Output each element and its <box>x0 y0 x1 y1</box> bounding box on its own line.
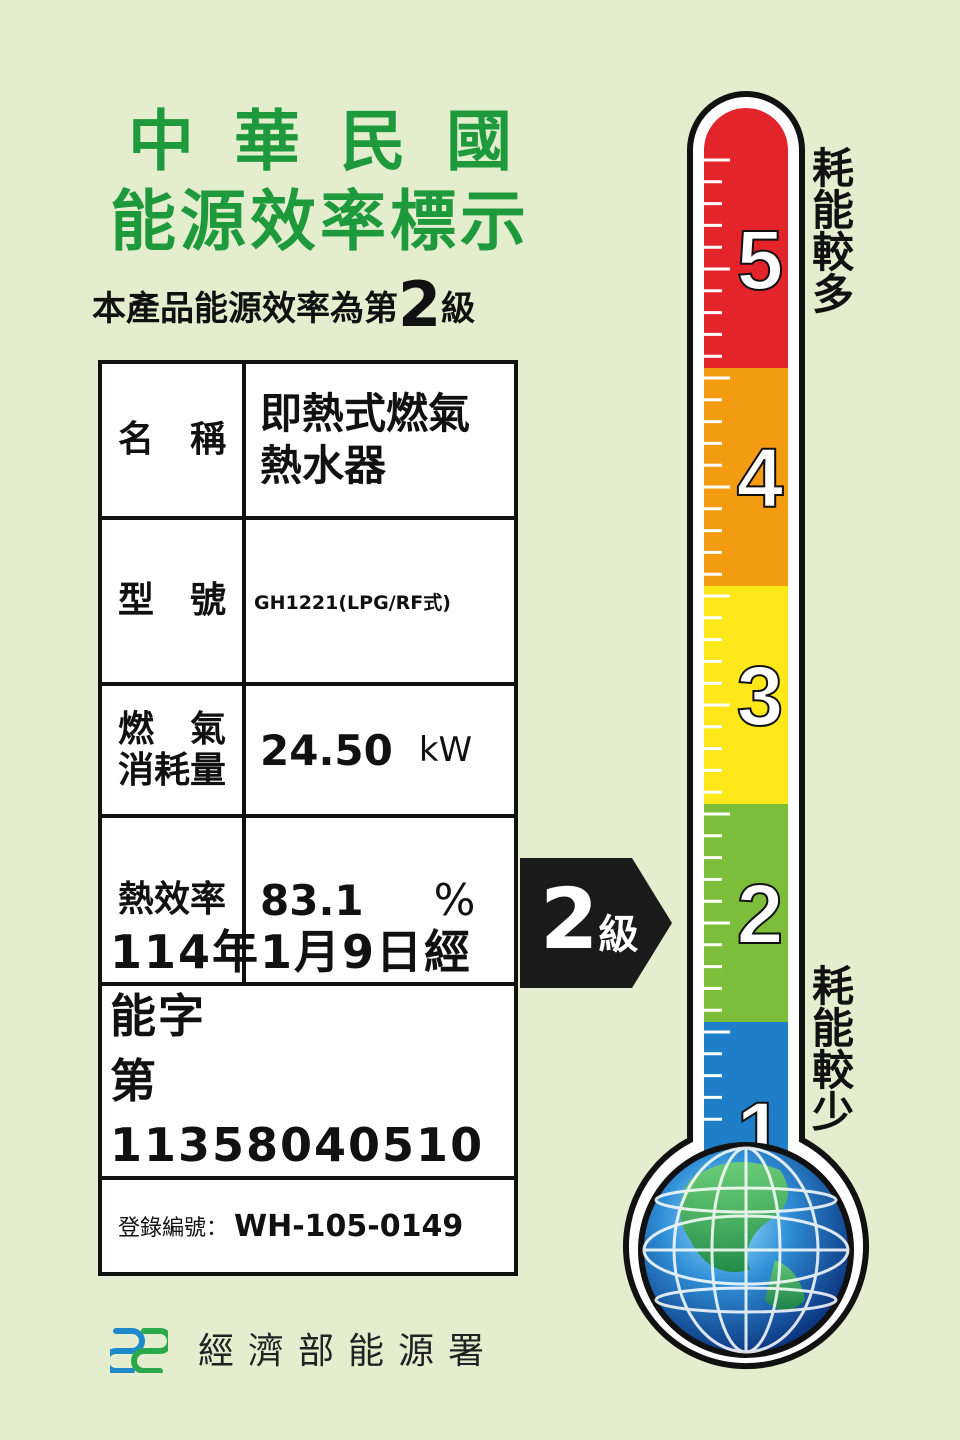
high-consumption-label: 耗能較多 <box>812 144 855 319</box>
energy-administration-logo-icon <box>110 1328 168 1373</box>
gas-label-line2: 消耗量 <box>117 750 226 791</box>
registration-row: 登錄編號： WH-105-0149 <box>98 1176 518 1276</box>
gas-consumption-row: 燃 氣 消耗量 24.50 kW <box>98 682 518 818</box>
level-band-5 <box>704 150 788 368</box>
level-band-2 <box>704 804 788 1022</box>
thermometer-ticks <box>704 158 730 1121</box>
level-label-2: 2 <box>737 867 784 961</box>
grade-statement-prefix: 本產品能源效率為第 <box>92 289 398 329</box>
eff-value: 83.1 <box>260 875 364 925</box>
level-label-4: 4 <box>737 431 784 525</box>
header-line1: 中華民國 <box>128 103 552 180</box>
efficiency-label: 熱效率 <box>102 818 246 982</box>
grade-statement-suffix: 級 <box>441 289 476 329</box>
grade-statement: 本產品能源效率為第2級 <box>92 268 475 341</box>
gas-unit: kW <box>418 730 473 770</box>
registration-number: WH-105-0149 <box>234 1208 464 1244</box>
footer: 經濟部能源署 <box>110 1322 498 1374</box>
efficiency-value: 83.1 % <box>246 818 514 982</box>
name-row: 名 稱 即熱式燃氣 熱水器 <box>98 360 518 520</box>
grade-statement-value: 2 <box>398 268 442 341</box>
level-band-4 <box>704 368 788 586</box>
level-band-3 <box>704 586 788 804</box>
notice-row: 114年1月9日經能字 第11358040510號公告 <box>98 925 518 1237</box>
name-value-line2: 熱水器 <box>260 441 387 490</box>
name-value-line1: 即熱式燃氣 <box>260 388 471 438</box>
gas-label-line1: 燃 氣 <box>117 708 226 750</box>
gas-consumption-label: 燃 氣 消耗量 <box>102 686 246 814</box>
notice-text: 114年1月9日經能字 第11358040510號公告 <box>102 925 514 1237</box>
low-consumption-label: 耗能較少 <box>812 962 855 1137</box>
notice-line1: 114年1月9日經能字 <box>110 925 473 1044</box>
gas-value: 24.50 <box>260 725 393 775</box>
name-value: 即熱式燃氣 熱水器 <box>246 364 514 516</box>
efficiency-row: 熱效率 83.1 % <box>98 814 518 986</box>
grade-indicator-unit: 級 <box>598 912 639 958</box>
model-label: 型 號 <box>102 520 246 682</box>
level-label-5: 5 <box>737 213 784 307</box>
model-value: GH1221(LPG/RF式) <box>254 591 451 614</box>
name-label: 名 稱 <box>102 364 246 516</box>
grade-indicator: 2級 <box>540 870 638 968</box>
level-label-3: 3 <box>737 649 784 743</box>
level-cap <box>704 108 788 150</box>
gas-consumption-value: 24.50 kW <box>246 686 514 814</box>
level-band-1 <box>704 1022 788 1260</box>
header-line2: 能源效率標示 <box>110 183 530 260</box>
agency-name: 經濟部能源署 <box>198 1331 499 1372</box>
grade-indicator-value: 2 <box>540 870 599 968</box>
model-row: 型 號 GH1221(LPG/RF式) <box>98 516 518 686</box>
registration: 登錄編號： WH-105-0149 <box>102 1180 514 1272</box>
thermometer-levels: 5 4 3 2 1 <box>704 108 788 1260</box>
level-label-1: 1 <box>737 1085 784 1179</box>
globe-icon <box>644 1148 848 1352</box>
registration-label: 登錄編號： <box>118 1216 229 1241</box>
eff-unit: % <box>433 874 476 926</box>
